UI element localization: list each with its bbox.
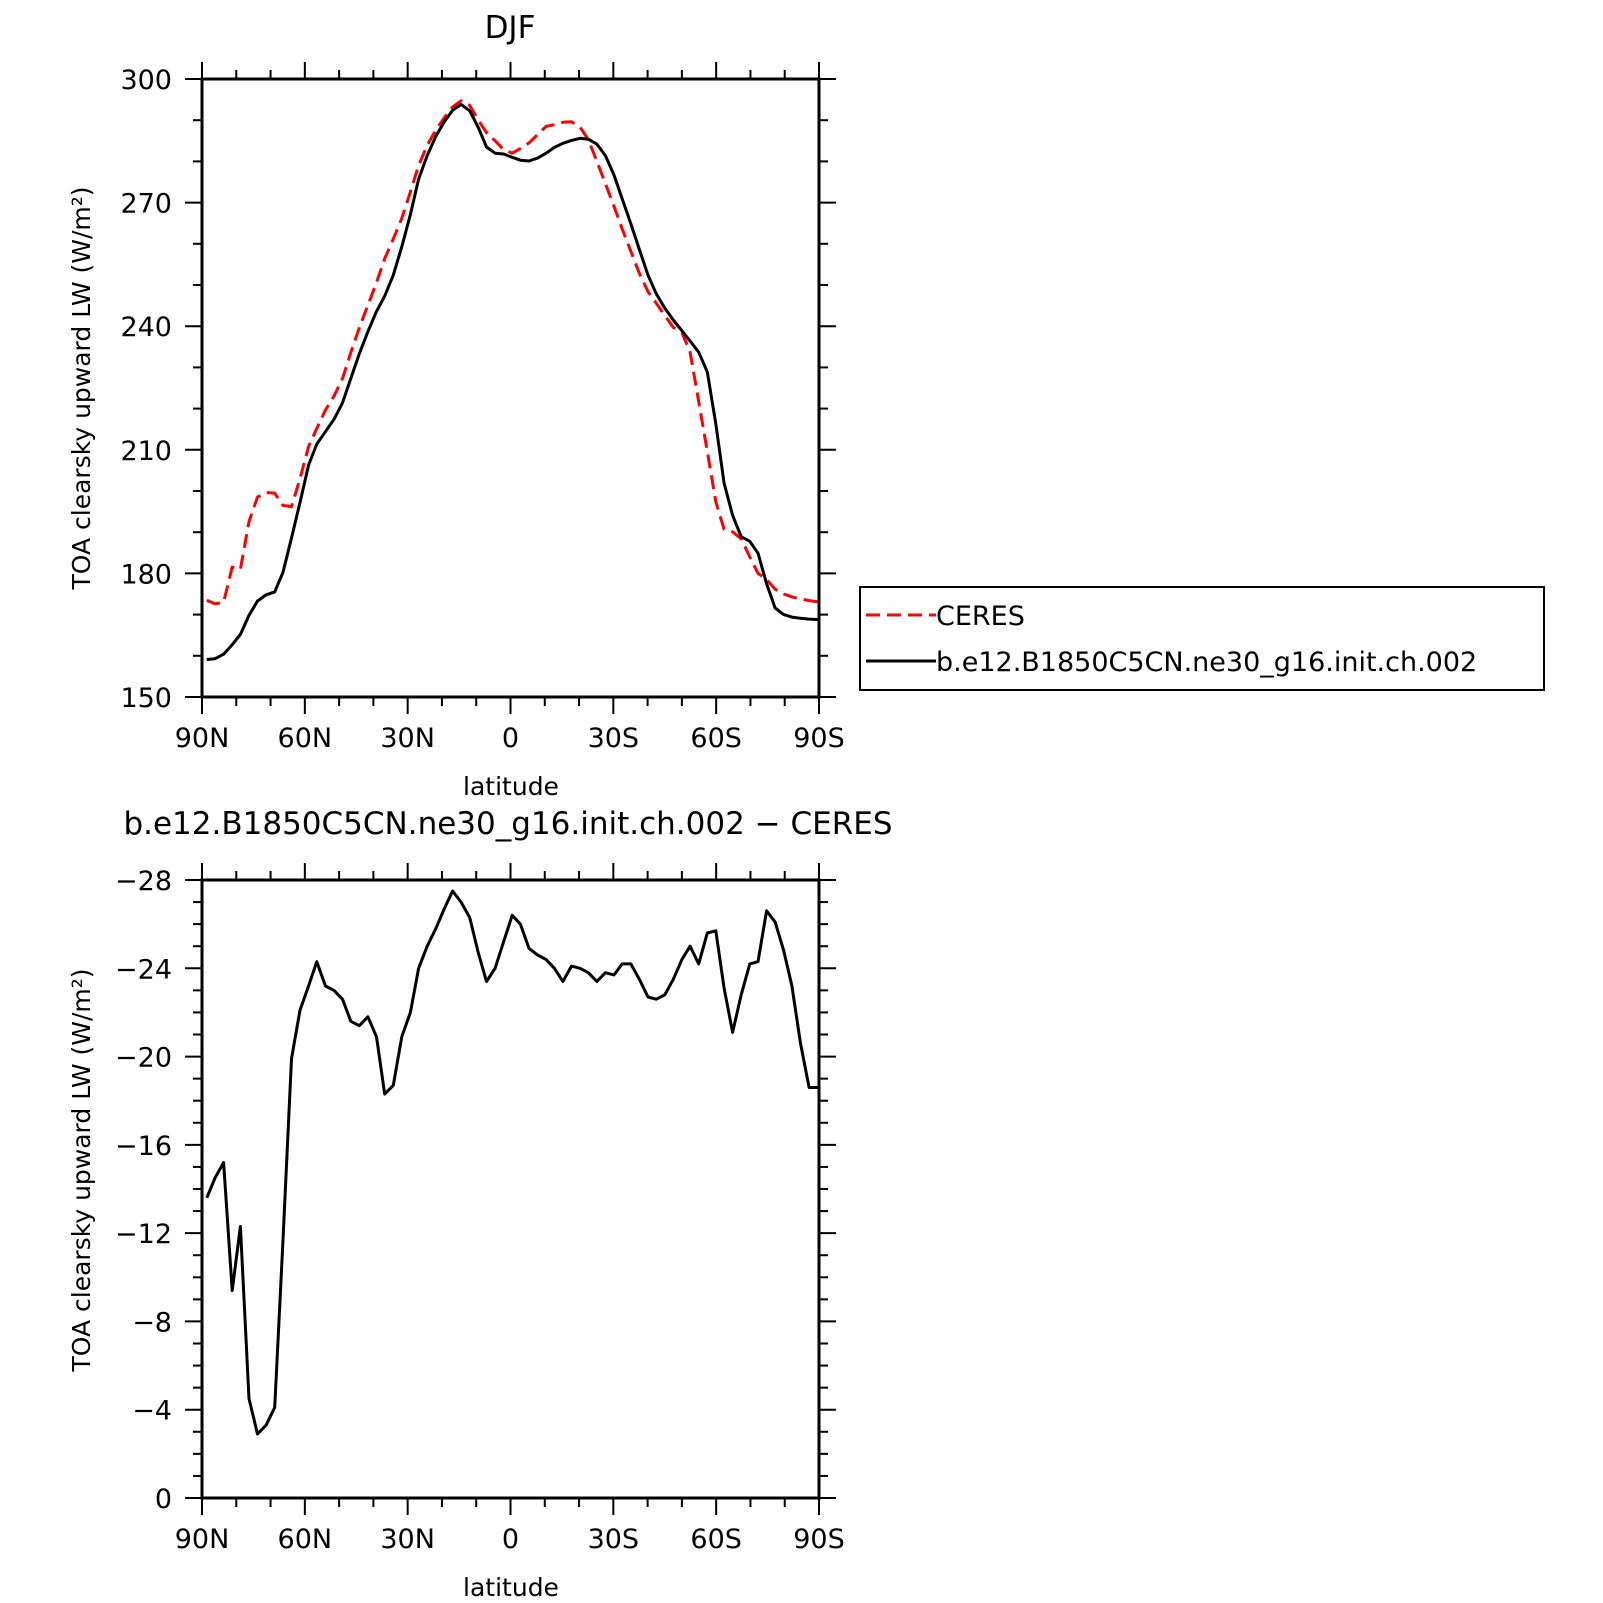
x-tick-label: 90S	[793, 1524, 845, 1555]
bottom-panel: b.e12.B1850C5CN.ne30_g16.init.ch.002 − C…	[67, 806, 893, 1602]
y-tick-label: −4	[132, 1396, 172, 1427]
legend-label-model: b.e12.B1850C5CN.ne30_g16.init.ch.002	[936, 647, 1477, 678]
x-tick-label: 30N	[380, 723, 435, 754]
y-tick-label: 210	[120, 436, 172, 467]
y-tick-label: −8	[132, 1307, 172, 1338]
x-tick-label: 30S	[588, 723, 640, 754]
y-tick-label: −24	[115, 954, 172, 985]
x-tick-label: 60N	[278, 1524, 333, 1555]
bottom-y-axis-label: TOA clearsky upward LW (W/m²)	[67, 968, 96, 1372]
x-tick-label: 60S	[690, 723, 742, 754]
x-tick-label: 0	[502, 1524, 519, 1555]
series-line-ceres	[206, 99, 818, 606]
y-tick-label: 0	[155, 1484, 172, 1515]
y-tick-label: 150	[120, 683, 172, 714]
legend: CERES b.e12.B1850C5CN.ne30_g16.init.ch.0…	[859, 586, 1545, 691]
legend-label-ceres: CERES	[936, 601, 1025, 632]
x-tick-label: 30N	[380, 1524, 435, 1555]
x-tick-label: 60S	[690, 1524, 742, 1555]
top-y-axis-label: TOA clearsky upward LW (W/m²)	[67, 186, 96, 590]
top-panel: DJF TOA clearsky upward LW (W/m²) latitu…	[67, 10, 845, 801]
x-tick-label: 0	[502, 723, 519, 754]
y-tick-label: −16	[115, 1131, 172, 1162]
bottom-plot-frame	[200, 878, 821, 1500]
x-tick-label: 60N	[278, 723, 333, 754]
x-tick-label: 90S	[793, 723, 845, 754]
y-tick-label: −28	[115, 866, 172, 897]
legend-box	[859, 586, 1545, 691]
y-tick-label: 270	[120, 189, 172, 220]
bottom-x-axis-label: latitude	[463, 1573, 559, 1602]
y-tick-label: 240	[120, 312, 172, 343]
top-chart-title: DJF	[485, 10, 536, 46]
x-tick-label: 30S	[588, 1524, 640, 1555]
bottom-chart-title: b.e12.B1850C5CN.ne30_g16.init.ch.002 − C…	[123, 806, 892, 842]
x-tick-label: 90N	[175, 723, 230, 754]
y-tick-label: −20	[115, 1043, 172, 1074]
top-plot-frame	[200, 77, 821, 699]
series-line-model	[206, 103, 818, 661]
y-tick-label: −12	[115, 1219, 172, 1250]
y-tick-label: 180	[120, 559, 172, 590]
top-x-axis-label: latitude	[463, 772, 559, 801]
series-line-difference	[205, 889, 818, 1436]
y-tick-label: 300	[120, 65, 172, 96]
x-tick-label: 90N	[175, 1524, 230, 1555]
